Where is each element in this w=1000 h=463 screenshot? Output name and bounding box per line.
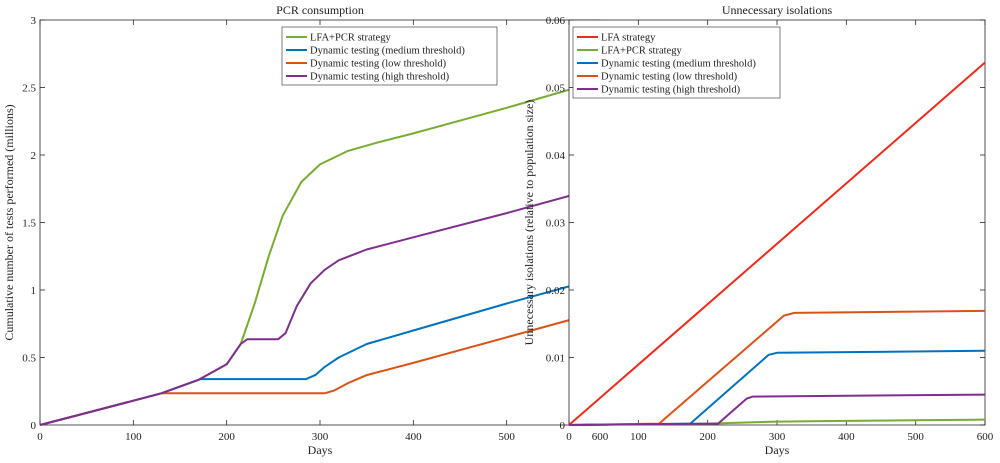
x-tick-label: 500 <box>498 431 515 443</box>
x-axis-label: Days <box>308 443 333 457</box>
legend-label: Dynamic testing (medium threshold) <box>601 59 756 70</box>
series-line-dynamic-testing-high-threshold- <box>39 186 601 426</box>
y-axis-label: Unnecessary isolations (relative to popu… <box>522 100 536 346</box>
y-tick-label: 0.04 <box>546 150 566 162</box>
legend-label: Dynamic testing (high threshold) <box>601 85 741 96</box>
legend-label: Dynamic testing (high threshold) <box>310 72 450 83</box>
y-tick-label: 2.5 <box>22 83 36 95</box>
legend-label: Dynamic testing (low threshold) <box>601 72 738 83</box>
x-tick-label: 600 <box>977 431 994 443</box>
legend-box <box>281 26 498 86</box>
x-tick-label: 0 <box>37 431 43 443</box>
y-tick-label: 0.5 <box>22 353 36 365</box>
y-tick-label: 3 <box>31 15 37 27</box>
legend-label: LFA+PCR strategy <box>310 33 391 44</box>
legend-box <box>572 26 781 99</box>
chart-title: PCR consumption <box>276 3 364 17</box>
x-tick-label: 100 <box>630 431 647 443</box>
x-tick-label: 200 <box>699 431 716 443</box>
legend-label: LFA strategy <box>601 33 656 44</box>
x-tick-label: 100 <box>125 431 142 443</box>
x-tick-label: 0 <box>566 431 572 443</box>
x-axis-label: Days <box>765 443 790 457</box>
chart-title: Unnecessary isolations <box>722 3 833 17</box>
y-tick-label: 1.5 <box>22 218 36 230</box>
y-tick-label: 0.03 <box>546 218 566 230</box>
y-tick-label: 0.02 <box>546 285 565 297</box>
y-tick-label: 0.05 <box>546 83 566 95</box>
plot-area <box>39 19 601 426</box>
x-tick-label: 300 <box>769 431 786 443</box>
x-tick-label: 200 <box>218 431 235 443</box>
y-tick-label: 0.01 <box>546 353 565 365</box>
y-tick-label: 1 <box>31 285 37 297</box>
series-line-dynamic-testing-high-threshold- <box>568 393 986 426</box>
legend-label: Dynamic testing (medium threshold) <box>310 46 465 57</box>
legend-label: LFA+PCR strategy <box>601 46 682 57</box>
y-tick-label: 0 <box>560 420 566 432</box>
y-tick-label: 2 <box>31 150 37 162</box>
x-tick-label: 500 <box>907 431 924 443</box>
series-line-lfa-strategy <box>568 61 986 426</box>
y-tick-label: 0.06 <box>546 15 566 27</box>
x-tick-label: 400 <box>838 431 855 443</box>
x-tick-label: 600 <box>592 431 609 443</box>
y-axis-label: Cumulative number of tests performed (mi… <box>2 104 16 340</box>
y-tick-label: 0 <box>31 420 37 432</box>
x-tick-label: 300 <box>312 431 329 443</box>
legend-label: Dynamic testing (low threshold) <box>310 59 447 70</box>
x-tick-label: 400 <box>405 431 422 443</box>
